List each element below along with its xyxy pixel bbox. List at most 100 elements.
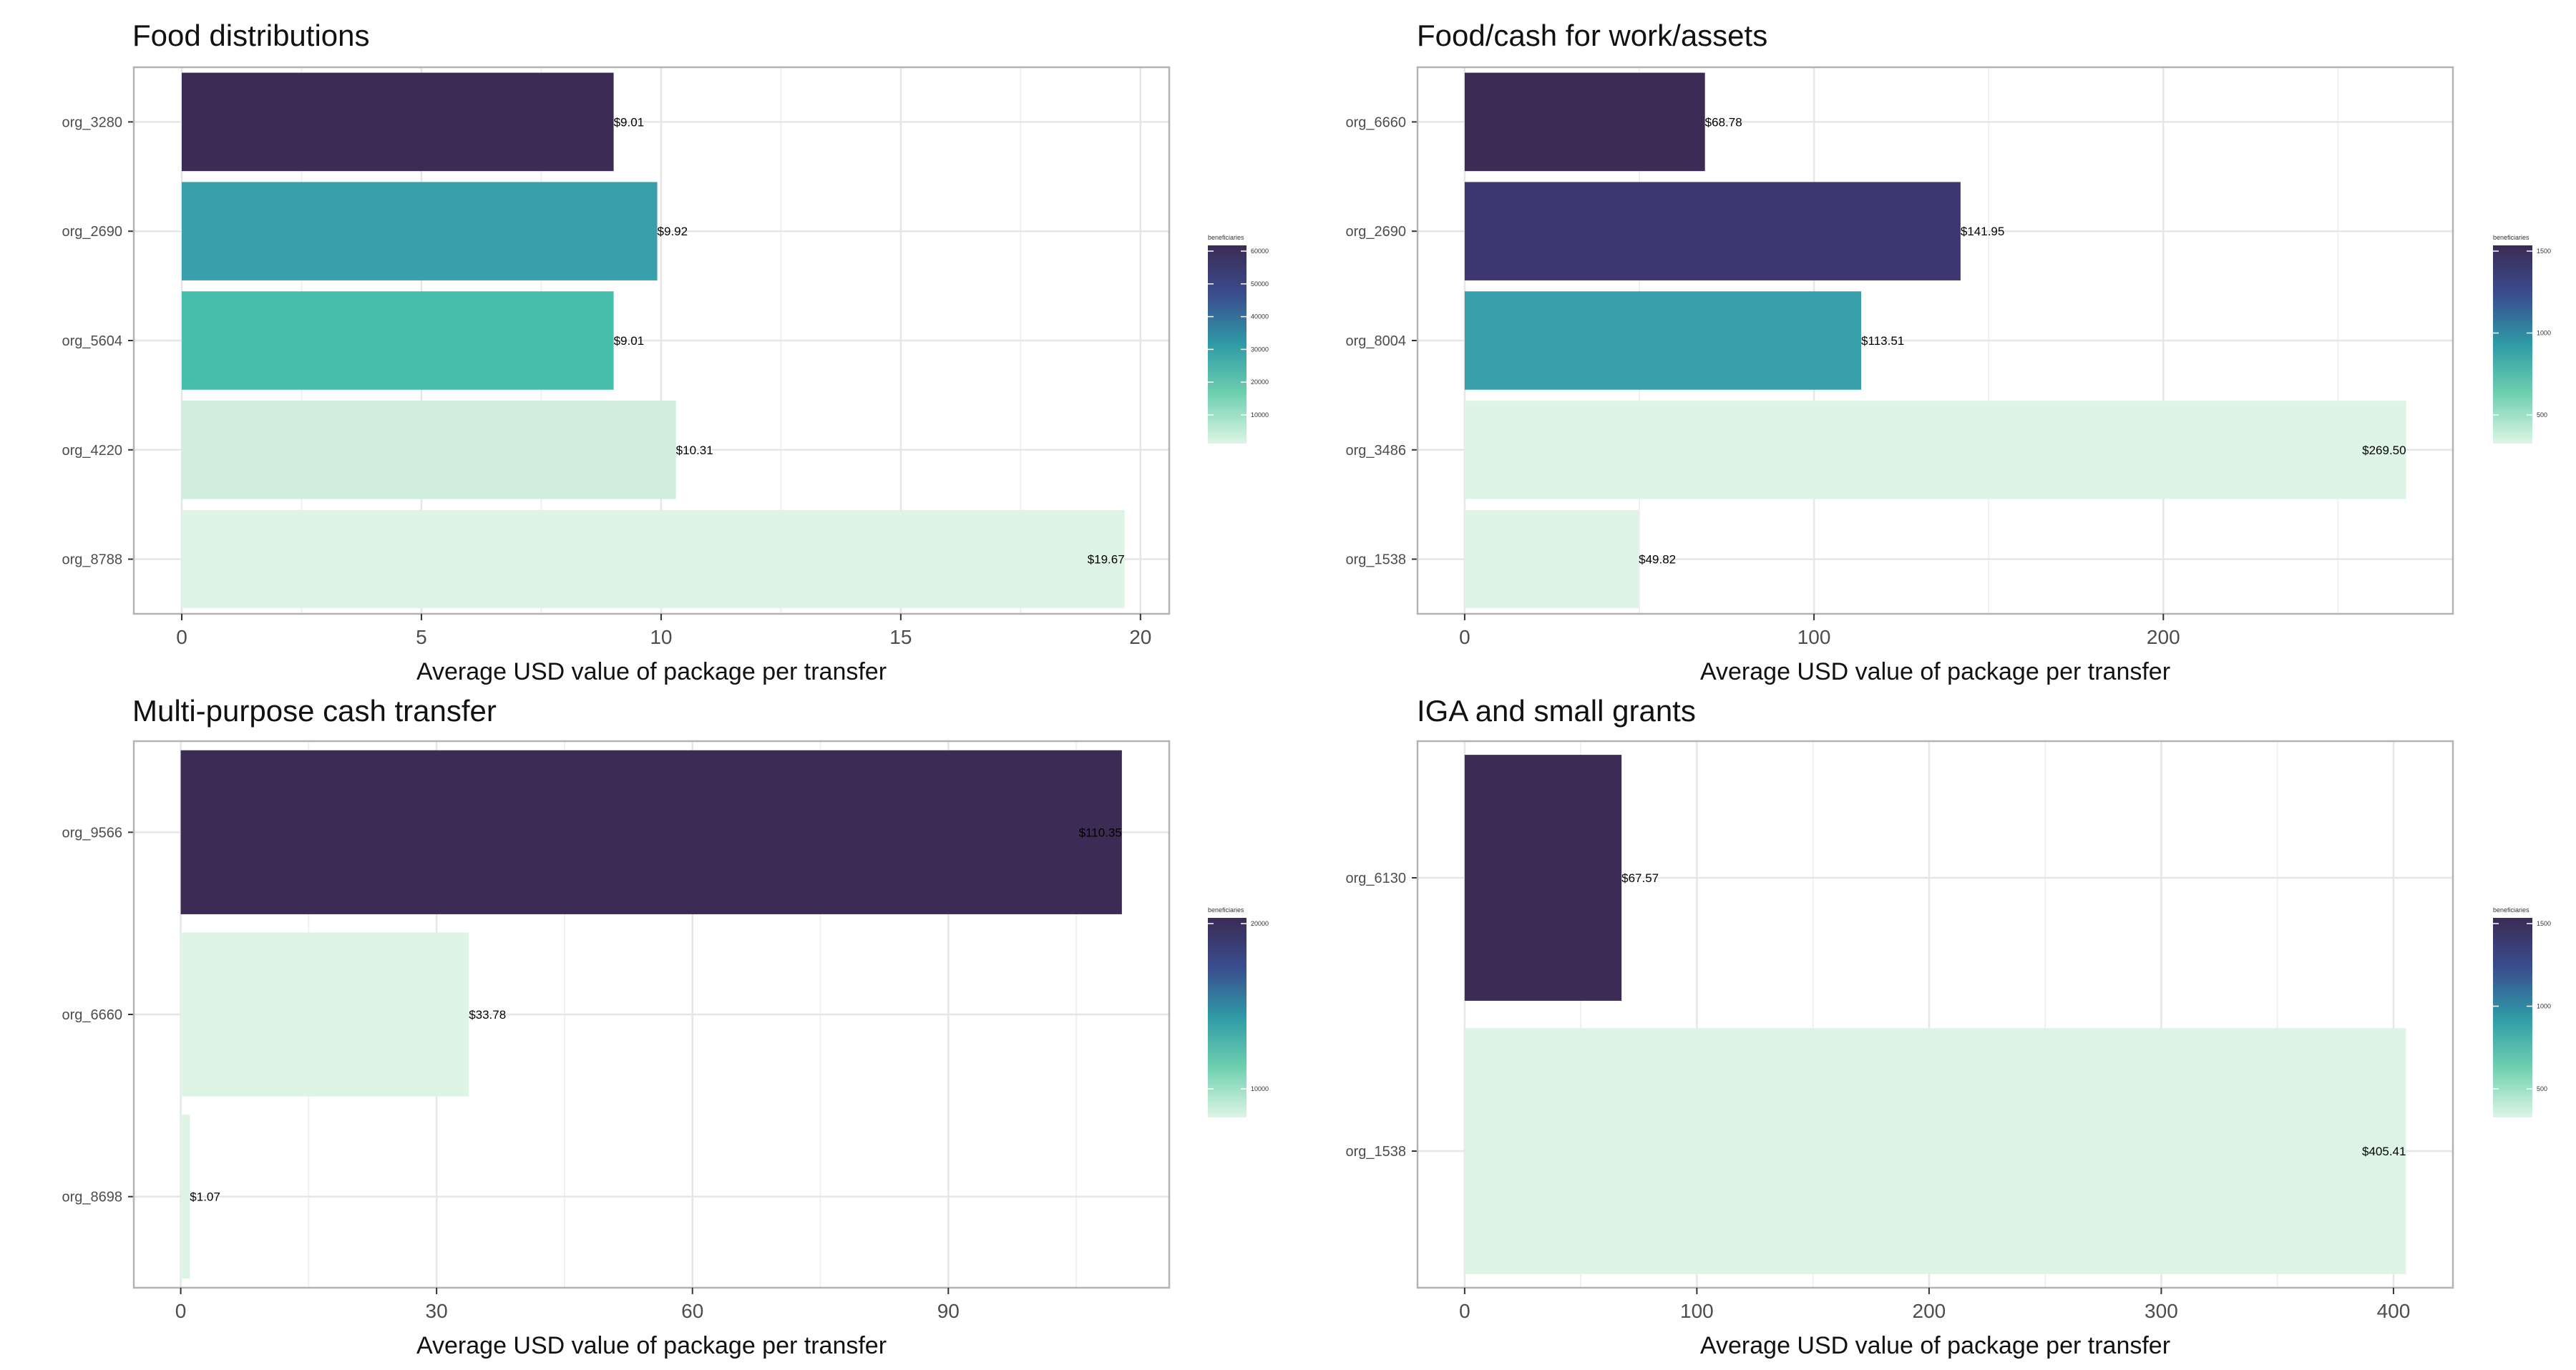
bar-value-label: $33.78: [469, 1008, 506, 1022]
x-tick-label: 15: [889, 626, 912, 648]
category-tick-label: org_6660: [62, 1007, 122, 1023]
bar-value-label: $269.50: [2362, 444, 2406, 457]
plot-border: [132, 66, 1171, 615]
x-tick-label: 10: [650, 626, 672, 648]
legend-tick-label: 40000: [1251, 313, 1269, 321]
bar-value-label: $1.07: [190, 1190, 220, 1204]
bar: [181, 509, 1125, 609]
legend-tick-label: 1000: [2537, 1003, 2551, 1010]
x-axis-title: Average USD value of package per transfe…: [416, 1332, 887, 1359]
legend-title: beneficiaries: [2493, 234, 2529, 241]
chart-title: Food distributions: [132, 19, 370, 52]
x-tick-label: 90: [937, 1300, 960, 1322]
legend-tick-label: 1500: [2537, 248, 2551, 255]
category-tick-label: org_8004: [1345, 333, 1406, 349]
bar-value-label: $9.92: [658, 225, 688, 238]
x-tick-label: 5: [416, 626, 427, 648]
bar: [1464, 509, 1639, 609]
bar: [1464, 1028, 2406, 1274]
legend-tick-label: 30000: [1251, 346, 1269, 353]
x-tick-label: 100: [1680, 1300, 1714, 1322]
chart-panel-1: Food distributions $9.01 org_3280 $9.92 org_…: [62, 19, 1269, 685]
bar-value-label: $19.67: [1088, 553, 1125, 567]
bar-value-label: $405.41: [2362, 1145, 2406, 1158]
legend-tick-label: 60000: [1251, 248, 1269, 255]
legend-tick-label: 500: [2537, 411, 2547, 419]
category-tick-label: org_4220: [62, 443, 122, 459]
x-tick-label: 400: [2377, 1300, 2411, 1322]
legend-title: beneficiaries: [1208, 906, 1244, 914]
category-tick-label: org_2690: [62, 224, 122, 240]
plot-border: [132, 740, 1171, 1289]
bar-value-label: $9.01: [614, 115, 645, 129]
bar: [1464, 72, 1705, 172]
x-tick-label: 20: [1129, 626, 1151, 648]
category-tick-label: org_8788: [62, 552, 122, 568]
bar: [1464, 182, 1961, 280]
category-tick-label: org_1538: [1345, 552, 1406, 568]
x-axis-title: Average USD value of package per transfe…: [1700, 658, 2170, 685]
bar: [180, 1115, 190, 1279]
category-tick-label: org_3486: [1345, 443, 1406, 459]
chart-title: Multi-purpose cash transfer: [132, 694, 497, 728]
bar-value-label: $9.01: [614, 334, 645, 348]
bar: [181, 291, 614, 390]
legend-tick-label: 1000: [2537, 330, 2551, 337]
category-tick-label: org_5604: [62, 333, 122, 349]
chart-title: IGA and small grants: [1417, 694, 1696, 728]
legend-tick-label: 10000: [1251, 411, 1269, 419]
bar: [181, 182, 658, 280]
bar: [180, 750, 1122, 914]
category-tick-label: org_6660: [1345, 114, 1406, 130]
x-tick-label: 300: [2145, 1300, 2178, 1322]
x-tick-label: 60: [681, 1300, 703, 1322]
category-tick-label: org_1538: [1345, 1144, 1406, 1160]
bar-value-label: $49.82: [1639, 553, 1676, 567]
bar-value-label: $113.51: [1861, 334, 1904, 348]
bar-value-label: $67.57: [1621, 871, 1659, 885]
legend-tick-label: 20000: [1251, 378, 1269, 386]
bar: [180, 932, 469, 1097]
category-tick-label: org_6130: [1345, 871, 1406, 886]
x-tick-label: 100: [1797, 626, 1831, 648]
legend-tick-label: 20000: [1251, 920, 1269, 927]
legend-tick-label: 500: [2537, 1085, 2547, 1092]
bar: [1464, 401, 2406, 499]
x-tick-label: 200: [2147, 626, 2180, 648]
bar: [181, 72, 614, 172]
category-tick-label: org_8698: [62, 1190, 122, 1205]
legend-colorbar: [2493, 245, 2532, 444]
chart-panel-2: Food/cash for work/assets $68.78 org_6660 $…: [1345, 19, 2551, 685]
chart-panel-4: IGA and small grants $67.57 org_6130 $405.4…: [1345, 694, 2551, 1359]
category-tick-label: org_2690: [1345, 224, 1406, 240]
x-tick-label: 200: [1913, 1300, 1946, 1322]
legend-tick-label: 1500: [2537, 920, 2551, 927]
bar-value-label: $141.95: [1961, 225, 2004, 238]
legend-title: beneficiaries: [1208, 234, 1244, 241]
bar-value-label: $10.31: [676, 444, 713, 457]
bar-value-label: $68.78: [1705, 115, 1742, 129]
legend-title: beneficiaries: [2493, 906, 2529, 914]
category-tick-label: org_3280: [62, 114, 122, 130]
x-tick-label: 0: [176, 626, 187, 648]
legend-colorbar: [1208, 918, 1246, 1117]
chart-panel-3: Multi-purpose cash transfer $110.35 org_95…: [62, 694, 1269, 1359]
x-tick-label: 30: [426, 1300, 448, 1322]
chart-title: Food/cash for work/assets: [1417, 19, 1767, 52]
x-tick-label: 0: [1459, 626, 1470, 648]
legend-tick-label: 50000: [1251, 280, 1269, 288]
bar: [1464, 291, 1862, 390]
bar: [1464, 755, 1622, 1001]
category-tick-label: org_9566: [62, 825, 122, 841]
x-tick-label: 0: [1459, 1300, 1470, 1322]
legend-colorbar: [1208, 245, 1246, 444]
plot-border: [1416, 66, 2454, 615]
bar-value-label: $110.35: [1079, 826, 1122, 839]
legend-colorbar: [2493, 918, 2532, 1117]
x-axis-title: Average USD value of package per transfe…: [1700, 1332, 2170, 1359]
bar: [181, 401, 676, 499]
x-tick-label: 0: [175, 1300, 187, 1322]
x-axis-title: Average USD value of package per transfe…: [416, 658, 887, 685]
